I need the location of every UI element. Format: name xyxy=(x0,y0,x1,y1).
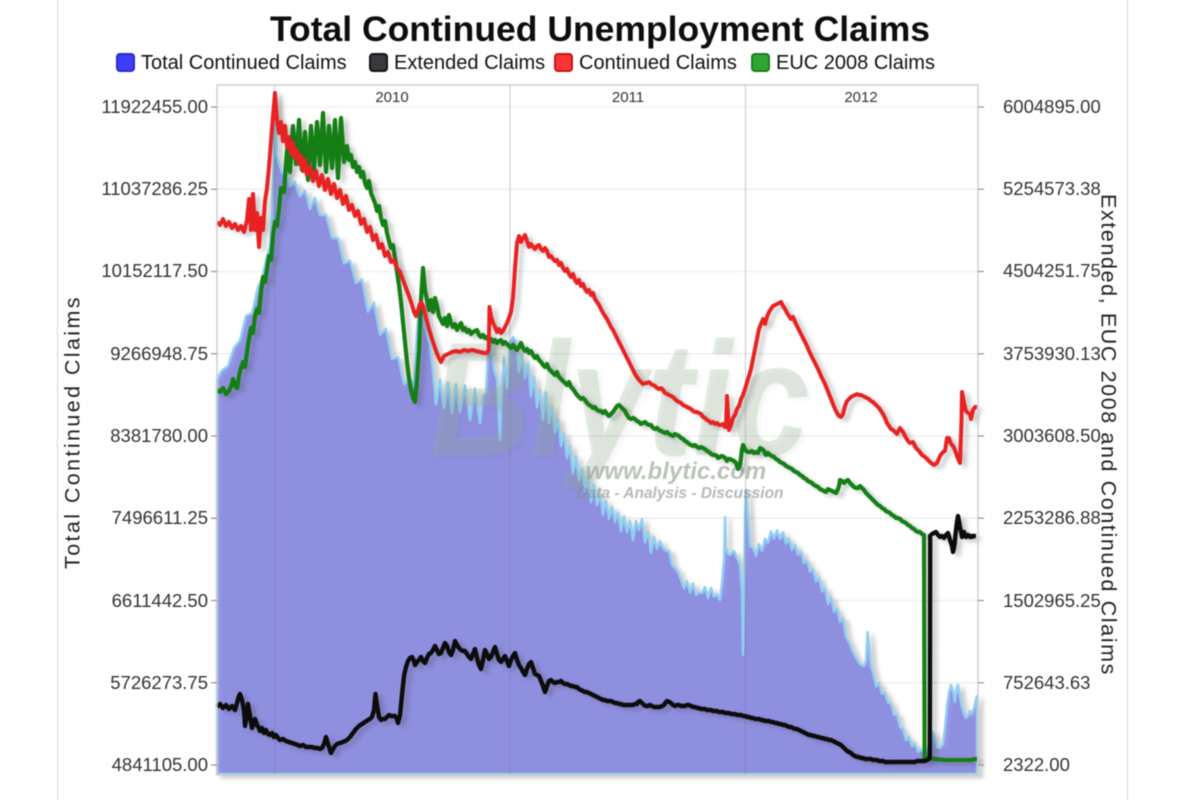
svg-text:Data - Analysis - Discussion: Data - Analysis - Discussion xyxy=(576,485,783,502)
